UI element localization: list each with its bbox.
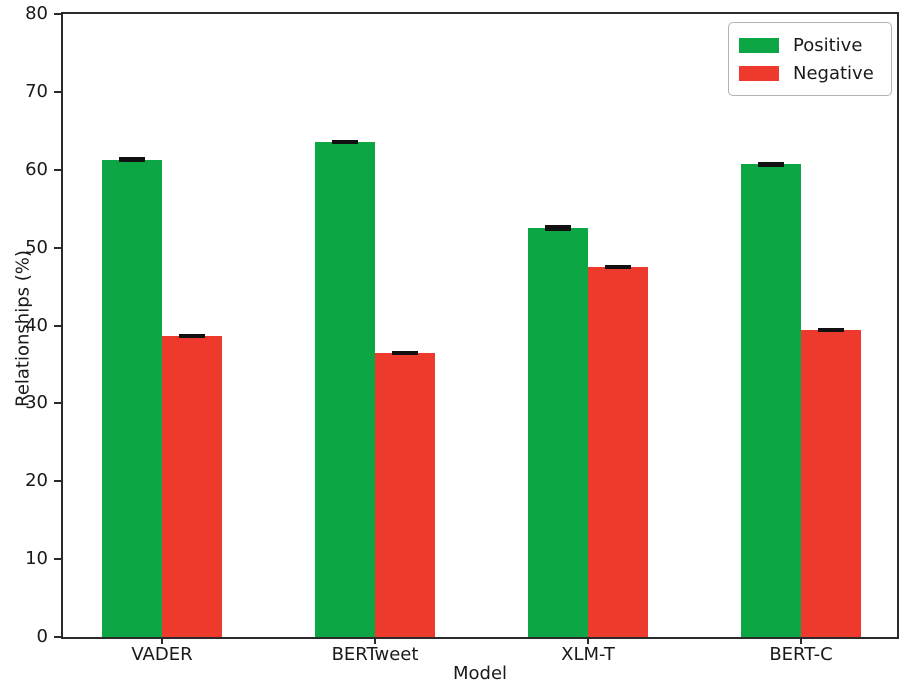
- x-tick-label-xlm-t: XLM-T: [561, 644, 615, 665]
- bar-negative-xlm-t: [588, 267, 648, 637]
- x-tick-label-vader: VADER: [131, 644, 193, 665]
- y-tick-label-30: 30: [25, 392, 48, 414]
- error-bar-negative-bertweet: [392, 350, 418, 355]
- y-tick-label-50: 50: [25, 236, 48, 258]
- x-tick-label-bertweet: BERTweet: [331, 644, 419, 665]
- legend-swatch-negative: [739, 65, 779, 81]
- bar-negative-bert-c: [801, 330, 861, 637]
- bar-negative-bertweet: [375, 352, 435, 637]
- y-axis-label: Relationships (%): [12, 250, 34, 407]
- error-cap-bottom: [818, 329, 844, 333]
- error-bar-positive-vader: [119, 157, 145, 162]
- x-tick-mark-vader: [161, 639, 163, 644]
- y-tick-label-10: 10: [25, 548, 48, 570]
- x-tick-mark-bert-c: [800, 639, 802, 644]
- legend: Positive Negative: [728, 22, 892, 96]
- legend-item-negative: Negative: [739, 59, 881, 87]
- error-cap-top: [119, 157, 145, 161]
- y-tick-mark-0: [54, 636, 61, 638]
- error-bar-positive-bert-c: [758, 161, 784, 167]
- error-cap-bottom: [119, 158, 145, 162]
- error-bar-negative-bert-c: [818, 328, 844, 333]
- y-tick-mark-30: [54, 402, 61, 405]
- error-bar-negative-vader: [179, 333, 205, 338]
- y-tick-mark-80: [54, 13, 61, 15]
- bar-positive-vader: [102, 159, 162, 637]
- y-tick-mark-10: [54, 558, 61, 561]
- y-tick-label-60: 60: [25, 158, 48, 180]
- plot-area: [61, 12, 899, 639]
- error-cap-bottom: [605, 266, 631, 270]
- error-cap-bottom: [392, 351, 418, 355]
- y-tick-mark-50: [54, 246, 61, 249]
- error-bar-positive-xlm-t: [545, 225, 571, 231]
- error-cap-bottom: [332, 140, 358, 144]
- error-bar-positive-bertweet: [332, 139, 358, 144]
- error-cap-top: [545, 225, 571, 229]
- error-cap-bottom: [545, 227, 571, 231]
- bar-positive-bert-c: [741, 164, 801, 637]
- y-tick-mark-60: [54, 168, 61, 171]
- error-cap-bottom: [758, 163, 784, 167]
- x-tick-label-bert-c: BERT-C: [769, 644, 833, 665]
- bar-negative-vader: [162, 335, 222, 637]
- y-tick-mark-70: [54, 90, 61, 93]
- legend-label-negative: Negative: [793, 62, 874, 84]
- legend-label-positive: Positive: [793, 34, 863, 56]
- y-tick-label-40: 40: [25, 314, 48, 336]
- x-tick-mark-bertweet: [374, 639, 376, 644]
- error-bar-negative-xlm-t: [605, 264, 631, 270]
- x-axis-label: Model: [452, 663, 508, 684]
- x-tick-mark-xlm-t: [587, 639, 589, 644]
- error-cap-top: [758, 161, 784, 165]
- y-tick-label-80: 80: [25, 3, 48, 24]
- bar-positive-xlm-t: [528, 228, 588, 637]
- y-tick-label-0: 0: [36, 626, 48, 647]
- error-cap-top: [605, 264, 631, 268]
- error-cap-bottom: [179, 334, 205, 338]
- y-tick-mark-40: [54, 324, 61, 327]
- legend-swatch-positive: [739, 37, 779, 53]
- bar-positive-bertweet: [315, 141, 375, 637]
- legend-item-positive: Positive: [739, 31, 881, 59]
- y-tick-mark-20: [54, 480, 61, 483]
- y-tick-label-20: 20: [25, 470, 48, 492]
- y-tick-label-70: 70: [25, 80, 48, 102]
